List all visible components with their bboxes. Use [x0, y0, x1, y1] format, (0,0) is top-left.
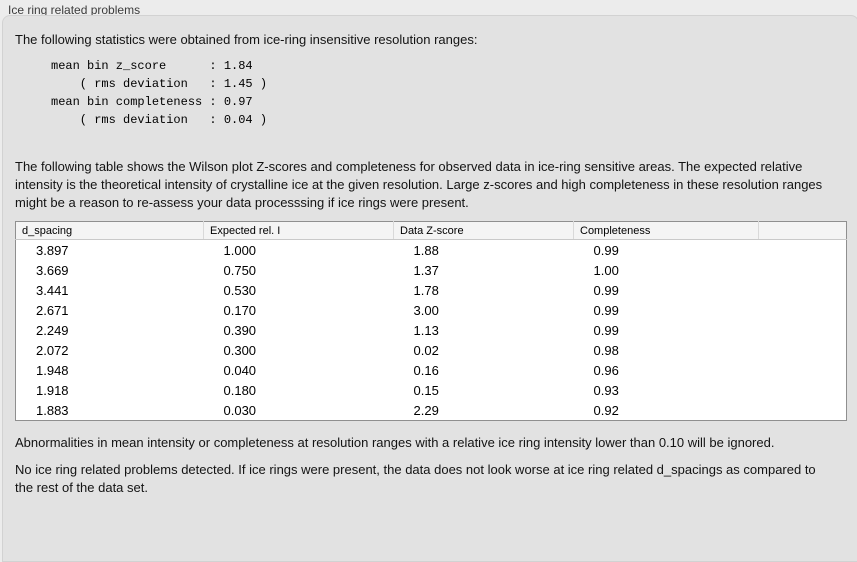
table-cell-filler: [759, 380, 847, 400]
table-body: 3.897 1.000 1.88 0.99 3.669 0.750 1.37 1.00 3.44…: [16, 240, 847, 421]
table-cell: 0.030: [223, 402, 257, 418]
table-cell: 1.000: [223, 242, 257, 258]
panel-title: Ice ring related problems: [8, 3, 141, 17]
table-cell: 1.948: [36, 362, 69, 378]
table-cell: 0.300: [223, 342, 257, 358]
table-header-row: d_spacing Expected rel. I Data Z-score Comp…: [15, 221, 847, 240]
table-cell: 1.00: [593, 262, 619, 278]
table-cell: 0.99: [593, 322, 619, 338]
table-cell: 0.96: [593, 362, 619, 378]
conclusion-text: No ice ring related problems detected. I…: [15, 462, 816, 495]
table-cell-filler: [759, 400, 847, 421]
table-cell: 0.99: [593, 282, 619, 298]
table-cell-filler: [759, 340, 847, 360]
table-cell-filler: [759, 360, 847, 380]
table-row[interactable]: 1.918 0.180 0.15 0.93: [16, 380, 847, 400]
intro-text: The following statistics were obtained f…: [15, 32, 478, 47]
table-cell: 0.390: [223, 322, 257, 338]
table-cell: 3.669: [36, 262, 69, 278]
table-cell: 0.93: [593, 382, 619, 398]
table-cell: 1.918: [36, 382, 69, 398]
table-row[interactable]: 2.072 0.300 0.02 0.98: [16, 340, 847, 360]
table-row[interactable]: 1.948 0.040 0.16 0.96: [16, 360, 847, 380]
table-cell: 0.98: [593, 342, 619, 358]
table-row[interactable]: 2.671 0.170 3.00 0.99: [16, 300, 847, 320]
table-cell: 0.170: [223, 302, 257, 318]
table-row[interactable]: 2.249 0.390 1.13 0.99: [16, 320, 847, 340]
table-cell: 0.180: [223, 382, 257, 398]
table-cell-filler: [759, 240, 847, 261]
table-cell: 3.897: [36, 242, 69, 258]
table-row[interactable]: 3.897 1.000 1.88 0.99: [16, 240, 847, 261]
table-cell: 1.883: [36, 402, 69, 418]
ice-ring-panel: The following statistics were obtained f…: [2, 15, 857, 562]
stats-block: mean bin z_score : 1.84 ( rms deviation …: [51, 59, 268, 127]
table-cell: 1.13: [413, 322, 439, 338]
column-header[interactable]: Completeness: [573, 221, 759, 240]
table-cell: 0.750: [223, 262, 257, 278]
table-row[interactable]: 3.669 0.750 1.37 1.00: [16, 260, 847, 280]
table-cell-filler: [759, 320, 847, 340]
table-cell: 0.530: [223, 282, 257, 298]
ice-ring-table[interactable]: d_spacing Expected rel. I Data Z-score Comp…: [15, 221, 847, 421]
table-cell: 1.78: [413, 282, 439, 298]
ignore-note-text: Abnormalities in mean intensity or compl…: [15, 435, 775, 450]
table-cell: 2.249: [36, 322, 69, 338]
table-cell: 0.99: [593, 302, 619, 318]
table-row[interactable]: 1.883 0.030 2.29 0.92: [16, 400, 847, 421]
table-cell: 0.16: [413, 362, 439, 378]
table-cell: 2.671: [36, 302, 69, 318]
table-row[interactable]: 3.441 0.530 1.78 0.99: [16, 280, 847, 300]
table-cell-filler: [759, 260, 847, 280]
table-cell: 3.441: [36, 282, 69, 298]
table-cell: 0.15: [413, 382, 439, 398]
table-cell: 2.29: [413, 402, 439, 418]
column-header[interactable]: d_spacing: [15, 221, 204, 240]
column-header-filler: [758, 221, 847, 240]
table-cell: 3.00: [413, 302, 439, 318]
table-cell-filler: [759, 280, 847, 300]
table-cell: 0.02: [413, 342, 439, 358]
table-cell: 0.040: [223, 362, 257, 378]
table-cell: 0.99: [593, 242, 619, 258]
table-cell: 1.37: [413, 262, 439, 278]
table-cell: 0.92: [593, 402, 619, 418]
table-cell: 1.88: [413, 242, 439, 258]
table-cell-filler: [759, 300, 847, 320]
description-text: The following table shows the Wilson plo…: [15, 159, 823, 210]
table-cell: 2.072: [36, 342, 69, 358]
column-header[interactable]: Data Z-score: [393, 221, 574, 240]
column-header[interactable]: Expected rel. I: [203, 221, 394, 240]
